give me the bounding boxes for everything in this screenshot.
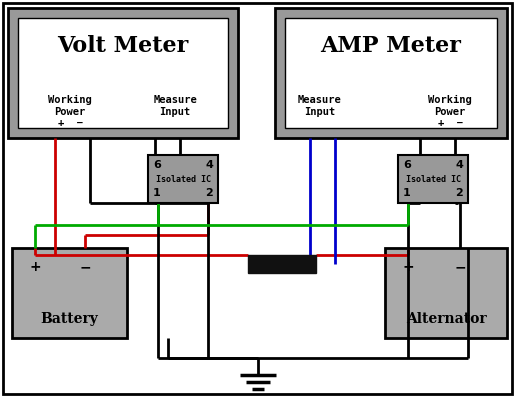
Text: Isolated IC: Isolated IC <box>405 175 460 185</box>
Text: 2: 2 <box>455 188 463 198</box>
Bar <box>18 18 228 128</box>
Text: Alternator: Alternator <box>406 312 486 326</box>
Text: AMP Meter: AMP Meter <box>320 35 461 57</box>
Bar <box>285 18 497 128</box>
Bar <box>8 8 238 138</box>
Text: +: + <box>29 260 41 274</box>
Text: Battery: Battery <box>41 312 98 326</box>
Text: Working
Power
+  −: Working Power + − <box>48 95 92 128</box>
Bar <box>248 255 316 273</box>
Bar <box>275 8 507 138</box>
Text: 6: 6 <box>153 160 161 170</box>
Text: 2: 2 <box>205 188 213 198</box>
Text: Volt Meter: Volt Meter <box>57 35 188 57</box>
Text: Measure
Input: Measure Input <box>298 95 342 117</box>
Bar <box>398 155 468 203</box>
Bar <box>12 248 127 338</box>
Text: 4: 4 <box>205 160 213 170</box>
Text: 1: 1 <box>403 188 411 198</box>
Text: 4: 4 <box>455 160 463 170</box>
Text: −: − <box>79 260 91 274</box>
Text: Measure
Input: Measure Input <box>153 95 197 117</box>
Bar <box>385 248 507 338</box>
Text: −: − <box>454 260 466 274</box>
Text: 1: 1 <box>153 188 161 198</box>
Bar <box>148 155 218 203</box>
Text: Isolated IC: Isolated IC <box>156 175 211 185</box>
Text: 6: 6 <box>403 160 411 170</box>
Text: +: + <box>402 260 414 274</box>
Text: Working
Power
+  −: Working Power + − <box>428 95 472 128</box>
